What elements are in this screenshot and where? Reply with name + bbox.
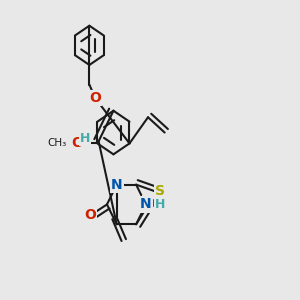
Text: H: H	[80, 132, 90, 146]
Text: O: O	[71, 136, 83, 150]
Text: O: O	[84, 208, 96, 222]
Text: N: N	[140, 197, 152, 212]
Text: S: S	[155, 184, 165, 198]
Text: O: O	[89, 91, 101, 105]
Text: N: N	[111, 178, 122, 192]
Text: CH₃: CH₃	[47, 138, 66, 148]
Text: O: O	[143, 196, 155, 211]
Text: H: H	[155, 198, 165, 211]
